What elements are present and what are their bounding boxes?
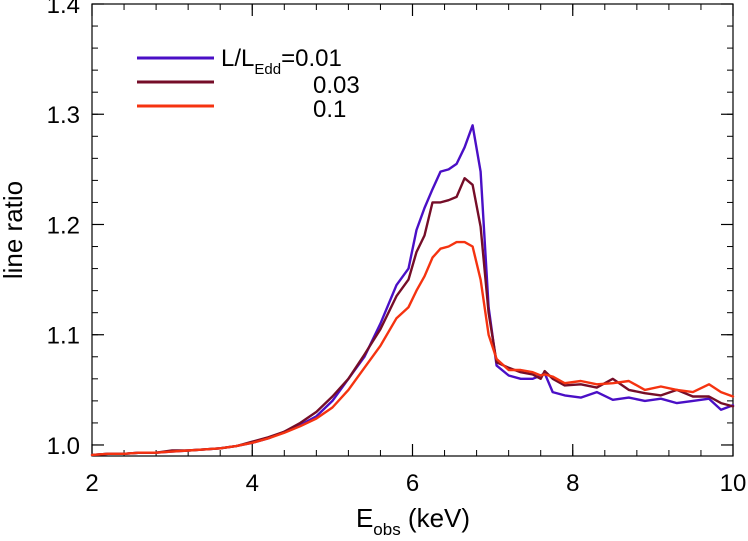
series-line-2 (90, 176, 735, 457)
y-tick-label: 1.1 (47, 323, 80, 350)
x-axis-title-unit: (keV) (401, 503, 470, 533)
legend-label-series-1: 0.01 (295, 45, 342, 72)
y-axis-title: line ratio (0, 181, 28, 279)
x-tick-label: 2 (85, 470, 98, 497)
legend-label-series-3: 0.1 (313, 96, 346, 123)
x-axis-title-main: E (356, 503, 373, 533)
x-axis-title-subscript: obs (373, 520, 400, 539)
x-tick-label: 6 (406, 470, 419, 497)
legend-title: L/LEdd=0.01 (221, 45, 342, 78)
legend: L/LEdd=0.01 0.03 0.1 (137, 45, 360, 123)
legend-title-subscript: Edd (254, 61, 281, 78)
series-line-3 (90, 240, 735, 457)
y-tick-label: 1.0 (47, 433, 80, 460)
plot-area-frame (91, 3, 734, 457)
legend-label-series-2: 0.03 (313, 72, 360, 99)
series-lines (90, 124, 735, 457)
x-tick-label: 4 (246, 470, 259, 497)
y-tick-label: 1.3 (47, 102, 80, 129)
y-tick-label: 1.2 (47, 212, 80, 239)
x-axis-title: Eobs (keV) (356, 503, 470, 539)
x-tick-label: 10 (720, 470, 747, 497)
series-line-1 (90, 124, 735, 457)
legend-title-main: L/L (221, 45, 254, 72)
y-tick-label: 1.4 (47, 0, 80, 19)
x-tick-label: 8 (566, 470, 579, 497)
plot-border (91, 3, 734, 457)
axis-ticks (91, 3, 734, 456)
axis-tick-labels: 2 4 6 8 10 1.0 1.1 1.2 1.3 1.4 (47, 0, 747, 497)
